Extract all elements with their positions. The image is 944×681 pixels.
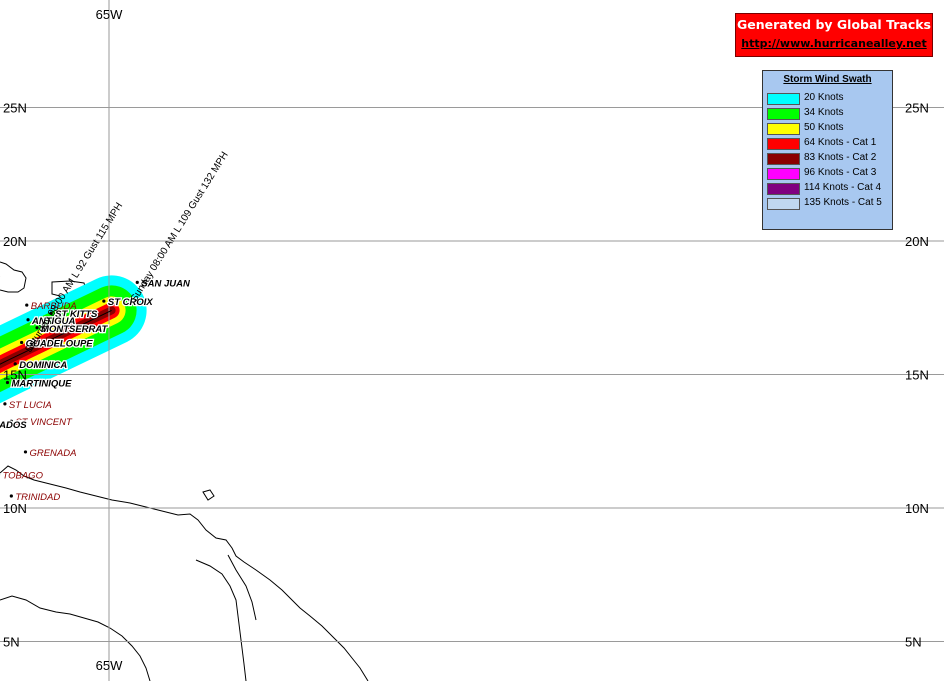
legend: Storm Wind Swath 20 Knots 34 Knots 50 Knot… (762, 70, 893, 230)
latitude-label-left: 20N (3, 234, 27, 249)
place-label: ST VINCENT (15, 417, 73, 428)
legend-swatch (767, 168, 800, 180)
legend-label: 96 Knots - Cat 3 (804, 167, 877, 178)
latitude-label-left: 25N (3, 101, 27, 116)
legend-label: 135 Knots - Cat 5 (804, 197, 882, 208)
island-marker (9, 494, 13, 498)
latitude-label-left: 10N (3, 501, 27, 516)
island-marker (26, 318, 30, 322)
legend-label: 114 Knots - Cat 4 (804, 182, 882, 193)
place-labels: SAN JUAN ST CROIX ST KITTS MONTSERRAT BARBUD… (0, 277, 192, 503)
island-marker (35, 326, 39, 330)
latitude-label-right: 10N (905, 501, 929, 516)
longitude-label-bottom: 65W (96, 658, 123, 673)
place-label: MARTINIQUE (11, 379, 72, 390)
island-marker (135, 280, 139, 284)
place-label: BARBADOS (0, 420, 27, 431)
island-marker (3, 402, 7, 406)
axis-labels: 65W65W60W60W55W55W50W50W45W45W40W40W35W3… (3, 7, 929, 673)
longitude-label-top: 65W (96, 7, 123, 22)
legend-swatch (767, 153, 800, 165)
legend-label: 64 Knots - Cat 1 (804, 137, 877, 148)
legend-swatch (767, 93, 800, 105)
legend-swatch (767, 108, 800, 120)
latitude-label-right: 25N (905, 101, 929, 116)
latitude-label-left: 5N (3, 635, 20, 650)
place-label: GRENADA (29, 448, 76, 459)
island-marker (20, 340, 24, 345)
place-label: ST KITTS (55, 309, 98, 320)
place-label: ST LUCIA (9, 400, 52, 411)
legend-swatch (767, 183, 800, 195)
latitude-label-right: 15N (905, 368, 929, 383)
legend-swatch (767, 123, 800, 135)
banner-title: Generated by Global Tracks (737, 17, 931, 32)
legend-label: 50 Knots (804, 122, 844, 133)
legend-label: 83 Knots - Cat 2 (804, 152, 877, 163)
place-label: TOBAGO (2, 471, 43, 482)
place-label: BARBUDA (31, 301, 77, 312)
place-label: DOMINICA (19, 360, 67, 371)
legend-title: Storm Wind Swath (783, 74, 872, 85)
legend-swatch (767, 138, 800, 150)
legend-swatch (767, 198, 800, 210)
island-marker (9, 419, 13, 423)
island-marker (13, 362, 17, 366)
latitude-label-right: 5N (905, 635, 922, 650)
island-marker (23, 450, 28, 454)
latitude-label-right: 20N (905, 234, 929, 249)
legend-label: 34 Knots (804, 107, 844, 118)
island-marker (49, 311, 53, 315)
place-label: SAN JUAN (141, 278, 191, 289)
place-label: MONTSERRAT (41, 324, 109, 335)
banner-link[interactable]: http://www.hurricanealley.net (741, 37, 927, 50)
place-label: ST CROIX (108, 297, 154, 308)
island-marker (25, 303, 29, 307)
latitude-label-left: 15N (3, 368, 27, 383)
island-marker (102, 299, 106, 303)
place-label: TRINIDAD (15, 492, 60, 503)
islands (0, 280, 139, 498)
island-marker (5, 380, 10, 385)
place-label: ANTIGUA (31, 316, 75, 327)
coastlines (0, 261, 369, 681)
generated-by-banner: Generated by Global Tracks http://www.hu… (735, 13, 933, 57)
legend-label: 20 Knots (804, 92, 844, 103)
place-label: GUADELOUPE (26, 338, 94, 349)
